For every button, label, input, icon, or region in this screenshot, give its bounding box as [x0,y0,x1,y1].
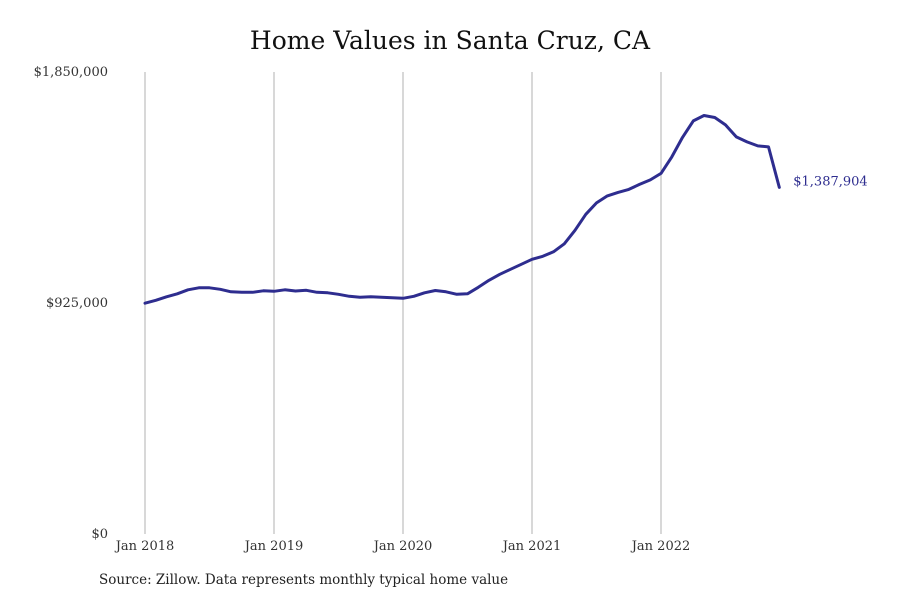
y-tick-label: $1,850,000 [34,65,108,80]
series-line [143,114,781,305]
source-note: Source: Zillow. Data represents monthly … [99,572,509,588]
x-tick-label: Jan 2018 [114,539,175,554]
y-tick-label: $925,000 [46,296,108,311]
x-tick-label: Jan 2020 [372,539,433,554]
gridlines [144,72,662,534]
end-value-label: $1,387,904 [793,174,867,189]
x-tick-label: Jan 2022 [630,539,691,554]
x-axis-ticks: Jan 2018 Jan 2019 Jan 2020 Jan 2021 Jan 2022 [114,539,691,554]
y-tick-label: $0 [91,527,108,542]
y-axis-ticks: $0 $925,000 $1,850,000 [34,65,108,542]
x-tick-label: Jan 2019 [243,539,304,554]
chart-title: Home Values in Santa Cruz, CA [249,26,651,55]
x-tick-label: Jan 2021 [501,539,562,554]
